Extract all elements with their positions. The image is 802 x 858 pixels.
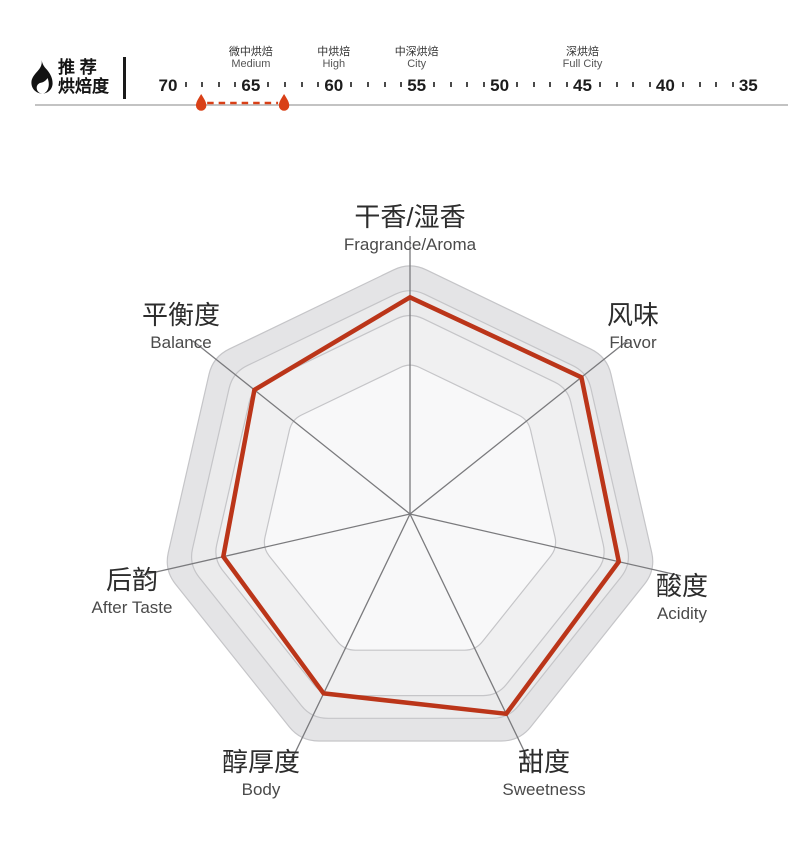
scale-tick (217, 82, 220, 87)
scale-tick (267, 82, 270, 87)
roast-title-line1: 推 荐 (58, 58, 114, 77)
scale-number: 60 (324, 76, 344, 95)
recommended-range-markers (195, 94, 290, 111)
roast-level-zh: 中深烘焙 (394, 46, 439, 58)
roast-level-zh: 深烘焙 (565, 46, 599, 58)
scale-number: 40 (655, 76, 675, 95)
radar-axis-label-zh: 干香/湿香 (354, 202, 466, 232)
radar-axis-line (409, 513, 682, 577)
scale-tick (433, 82, 436, 87)
radar-axis-label-en: Balance (150, 333, 212, 352)
radar-axis-label-en: Acidity (656, 604, 708, 623)
radar-axis-line (192, 340, 411, 515)
radar-axis-label: 风味 Flavor (607, 301, 659, 352)
radar-axis-label-en: After Taste (91, 598, 173, 617)
scale-tick (731, 82, 734, 87)
scale-tick (715, 82, 718, 87)
range-marker-drop-icon (278, 94, 290, 111)
radar-axis-label-zh: 后韵 (105, 565, 159, 595)
scale-tick (201, 82, 204, 87)
scale-tick (599, 82, 602, 87)
roast-level-en: City (407, 58, 427, 70)
radar-axis-label-en: Fragrance/Aroma (343, 235, 477, 254)
title-divider (123, 57, 126, 99)
radar-axis-label-en: Body (241, 780, 281, 799)
roast-level-en: Medium (231, 58, 271, 70)
scale-tick (317, 82, 320, 87)
scale-tick (516, 82, 519, 87)
radar-axis-label: 后韵 After Taste (92, 566, 173, 617)
scale-tick (234, 82, 237, 87)
scale-tick (383, 82, 386, 87)
scale-number: 65 (241, 76, 261, 95)
scale-tick (284, 82, 287, 87)
radar-axis-label-zh: 甜度 (517, 747, 571, 777)
scale-tick (698, 82, 701, 87)
roast-level-zh: 微中烘焙 (228, 46, 273, 58)
roast-title: 推 荐 烘焙度 (58, 58, 114, 96)
roast-level-label: 微中烘焙 Medium (229, 46, 273, 71)
radar-axis-line (409, 513, 532, 765)
radar-axis-label-zh: 醇厚度 (221, 747, 301, 777)
scale-tick (449, 82, 452, 87)
roast-title-line1-text: 推 荐 (58, 58, 97, 77)
roast-level-label: 中烘焙 High (317, 46, 350, 71)
scale-tick (483, 82, 486, 87)
scale-number: 70 (158, 76, 178, 95)
radar-axis-label-zh: 平衡度 (141, 300, 221, 330)
scale-tick (400, 82, 403, 87)
scale-number: 55 (407, 76, 427, 95)
scale-tick (615, 82, 618, 87)
scale-tick (300, 82, 303, 87)
scale-number: 35 (738, 76, 758, 95)
radar-axis-line (288, 513, 411, 765)
scale-tick (350, 82, 353, 87)
roast-level-zh: 中烘焙 (317, 46, 351, 58)
radar-axis-label-zh: 风味 (606, 300, 660, 330)
scale-tick (549, 82, 552, 87)
flame-icon (31, 60, 53, 94)
radar-axis-label-zh: 酸度 (655, 571, 709, 601)
range-marker-drop-icon (195, 94, 207, 111)
roast-level-en: Full City (562, 58, 603, 70)
scale-tick (648, 82, 651, 87)
radar-axis-label: 醇厚度 Body (222, 748, 300, 799)
radar-axis-line (409, 340, 628, 515)
scale-tick (366, 82, 369, 87)
roast-scale: 70 65 60 55 50 45 40 35 微中烘焙 Medium 中烘焙 High 中深烘焙 Cit… (0, 0, 802, 135)
radar-axis-line (138, 513, 411, 577)
scale-tick (466, 82, 469, 87)
radar-axis-label: 干香/湿香 Fragrance/Aroma (344, 203, 476, 254)
radar-data-polygon (220, 294, 622, 717)
roast-level-label: 深烘焙 Full City (563, 46, 603, 71)
scale-baseline (35, 104, 788, 106)
roast-level-label: 中深烘焙 City (395, 46, 439, 71)
roast-title-line2: 烘焙度 (58, 77, 109, 96)
scale-number: 50 (490, 76, 510, 95)
radar-axis-label-en: Flavor (609, 333, 657, 352)
radar-axis-label: 酸度 Acidity (656, 572, 708, 623)
scale-tick (565, 82, 568, 87)
scale-tick (532, 82, 535, 87)
scale-number: 45 (573, 76, 592, 95)
roast-level-en: High (322, 58, 346, 70)
scale-tick (184, 82, 187, 87)
scale-tick (681, 82, 684, 87)
radar-axis-label-en: Sweetness (502, 780, 586, 799)
scale-tick (632, 82, 635, 87)
radar-axis-label: 甜度 Sweetness (502, 748, 585, 799)
radar-axis-label: 平衡度 Balance (142, 301, 220, 352)
